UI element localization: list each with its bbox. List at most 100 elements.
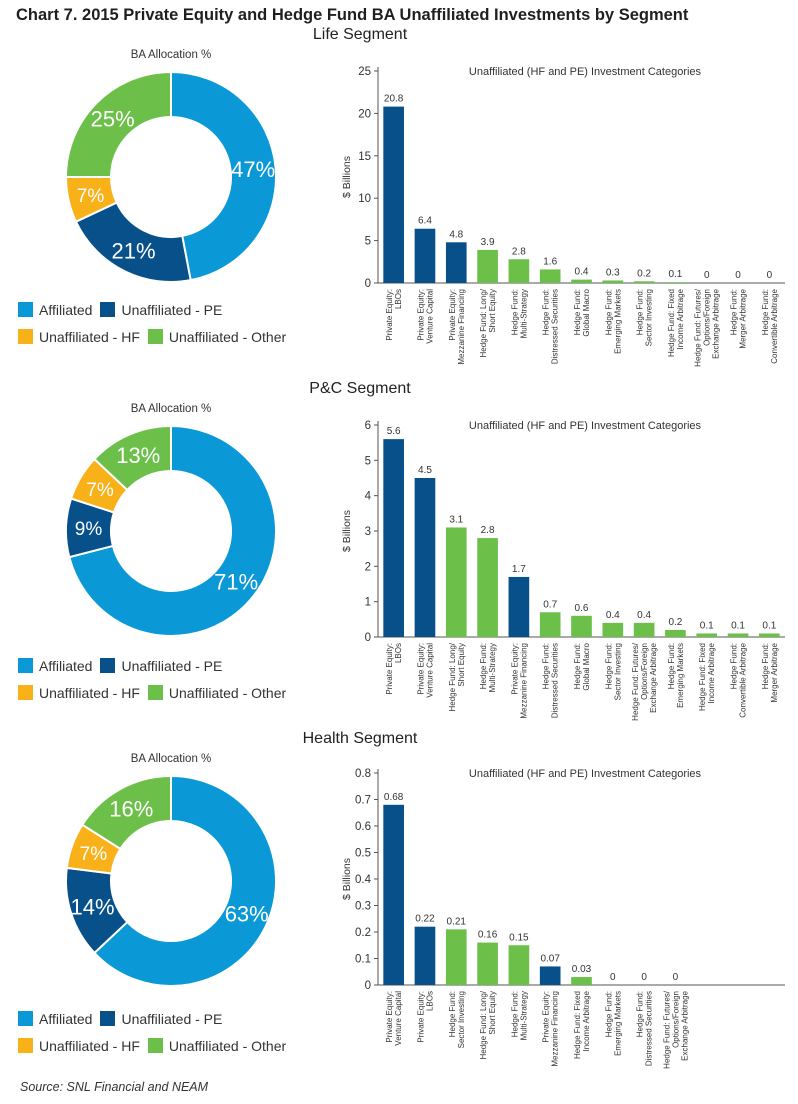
bar-value-label-4: 2.8	[512, 246, 526, 257]
bar-chart-title: Unaffiliated (HF and PE) Investment Cate…	[469, 768, 702, 780]
bar-12	[759, 633, 780, 637]
bar-chart-pc: Unaffiliated (HF and PE) Investment Cate…	[341, 420, 785, 721]
bar-4	[508, 576, 530, 637]
bar-5	[539, 966, 561, 985]
bar-9	[665, 629, 686, 637]
x-tick-label-6: Hedge Fund: FixedIncome Arbitrage	[573, 990, 591, 1059]
donut-chart-health: BA Allocation % 63% 14% 7% 16%	[65, 753, 277, 987]
x-tick-label-9: Hedge Fund:Emerging Markets	[667, 643, 685, 708]
y-tick-label-4: 0.4	[355, 874, 372, 886]
swatch-unaffiliated-pe	[100, 658, 116, 673]
y-tick-label-4: 20	[358, 108, 371, 120]
x-tick-label-9: Hedge Fund: Futures/Options/ForeignExcha…	[662, 990, 689, 1069]
bar-6	[571, 615, 592, 637]
bar-value-label-11: 0.1	[731, 620, 745, 631]
y-tick-label-5: 25	[358, 66, 371, 78]
legend-item-unaffiliated-pe: Unaffiliated - PE	[100, 302, 222, 318]
swatch-unaffiliated-hf	[18, 329, 33, 344]
legend-label-unaffiliated-pe: Unaffiliated - PE	[121, 301, 223, 318]
y-tick-label-4: 4	[365, 491, 372, 503]
legend-pc: Affiliated Unaffiliated - PE Unaffiliate…	[18, 652, 294, 706]
bar-value-label-8: 0	[641, 972, 647, 983]
x-tick-label-8: Hedge Fund: Futures/Options/ForeignExcha…	[631, 642, 658, 721]
legend-label-unaffiliated-hf: Unaffiliated - HF	[39, 1037, 140, 1054]
y-tick-label-2: 0.2	[355, 927, 371, 939]
bar-5	[539, 612, 561, 637]
x-tick-label-12: Hedge Fund:Convertible Arbitrage	[761, 288, 779, 363]
donut-slice-label-3: 25%	[91, 107, 135, 132]
bar-8	[633, 622, 655, 637]
legend-item-affiliated: Affiliated	[18, 302, 92, 318]
legend-life: Affiliated Unaffiliated - PE Unaffiliate…	[18, 296, 294, 350]
bar-value-label-5: 0.07	[540, 953, 560, 964]
bar-5	[539, 269, 561, 283]
y-axis-label: $ Billions	[341, 858, 353, 900]
x-tick-label-11: Hedge Fund:Convertible Arbitrage	[730, 642, 748, 717]
bar-3	[477, 538, 498, 637]
bar-value-label-7: 0.4	[606, 610, 620, 621]
bar-11	[727, 633, 749, 637]
y-tick-label-8: 0.8	[355, 768, 371, 780]
bar-1	[414, 478, 436, 637]
x-tick-label-2: Hedge Fund: Long/Short Equity	[448, 642, 466, 711]
legend-label-unaffiliated-hf: Unaffiliated - HF	[39, 684, 140, 701]
donut-slice-label-3: 13%	[116, 443, 160, 468]
bar-chart-title: Unaffiliated (HF and PE) Investment Cate…	[469, 420, 702, 432]
legend-label-unaffiliated-hf: Unaffiliated - HF	[39, 328, 140, 345]
y-tick-label-0: 0	[365, 278, 371, 290]
x-tick-label-4: Hedge Fund:Multi-Strategy	[510, 991, 528, 1040]
bar-value-label-2: 4.8	[449, 229, 463, 240]
bar-value-label-12: 0	[767, 270, 773, 281]
bar-value-label-12: 0.1	[762, 620, 776, 631]
donut-slice-3	[80, 774, 172, 851]
donut-slice-3	[93, 424, 172, 492]
bar-value-label-8: 0.2	[637, 268, 651, 279]
bar-value-label-4: 1.7	[512, 564, 526, 575]
legend-item-unaffiliated-hf: Unaffiliated - HF	[18, 685, 140, 701]
donut-slice-label-1: 21%	[112, 238, 156, 263]
bar-value-label-6: 0.6	[575, 603, 589, 614]
swatch-unaffiliated-other	[147, 685, 163, 700]
segment-title-life: Life Segment	[312, 26, 408, 43]
x-tick-label-1: Private Equity:Venture Capital	[416, 289, 434, 344]
bar-value-label-3: 3.9	[481, 237, 495, 248]
legend-item-unaffiliated-other: Unaffiliated - Other	[147, 1037, 287, 1054]
donut-slice-label-0: 47%	[231, 157, 275, 182]
bar-value-label-0: 5.6	[387, 426, 401, 437]
bar-4	[508, 945, 530, 985]
bar-6	[571, 279, 592, 283]
y-tick-label-1: 1	[365, 597, 371, 609]
donut-slice-label-2: 7%	[86, 480, 114, 501]
bar-value-label-1: 4.5	[418, 465, 432, 476]
legend-health: Affiliated Unaffiliated - PE Unaffiliate…	[18, 1005, 294, 1059]
y-tick-label-3: 3	[365, 526, 371, 538]
x-tick-label-8: Hedge Fund:Sector Investing	[636, 289, 654, 346]
bar-10	[696, 633, 718, 637]
donut-title: BA Allocation %	[131, 753, 212, 765]
bar-value-label-1: 0.22	[415, 914, 435, 925]
donut-slice-label-1: 14%	[71, 894, 115, 919]
x-tick-label-0: Private Equity:LBOs	[385, 289, 403, 341]
bar-value-label-9: 0	[673, 972, 679, 983]
x-tick-label-7: Hedge Fund:Sector Investing	[604, 643, 622, 700]
x-tick-label-9: Hedge Fund: FixedIncome Arbitrage	[667, 288, 685, 357]
bar-value-label-5: 0.7	[543, 599, 557, 610]
legend-label-unaffiliated-other: Unaffiliated - Other	[168, 1037, 287, 1054]
legend-item-unaffiliated-hf: Unaffiliated - HF	[18, 329, 140, 345]
y-tick-label-5: 5	[365, 455, 371, 467]
donut-chart-pc: BA Allocation % 71% 9% 7%13%	[65, 403, 277, 637]
x-tick-label-2: Private Equity:Mezzanine Financing	[448, 289, 466, 365]
donut-slice-label-1: 9%	[75, 519, 103, 540]
bar-value-label-3: 2.8	[481, 525, 495, 536]
y-tick-label-1: 5	[365, 236, 371, 248]
bar-1	[414, 228, 436, 283]
x-tick-label-1: Private Equity:LBOs	[416, 991, 434, 1043]
donut-slice-3	[64, 70, 172, 178]
y-tick-label-0: 0	[365, 980, 371, 992]
swatch-affiliated	[18, 302, 33, 317]
legend-item-unaffiliated-hf: Unaffiliated - HF	[18, 1038, 140, 1054]
y-tick-label-3: 0.3	[355, 901, 371, 913]
x-tick-label-5: Private Equity:Mezzanine Financing	[542, 991, 560, 1067]
segment-title-pc: P&C Segment	[309, 380, 411, 397]
bar-value-label-6: 0.4	[575, 267, 589, 278]
